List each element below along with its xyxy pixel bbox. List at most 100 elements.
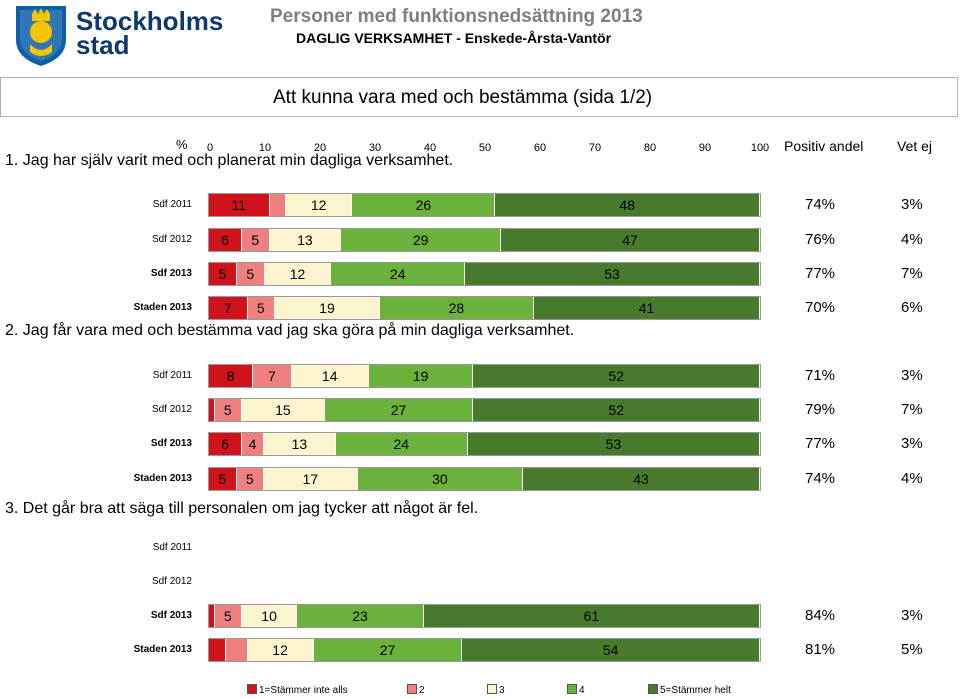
segment-value-label: 19 (319, 300, 335, 316)
stacked-bar: 6 5 13 29 47 (208, 228, 761, 252)
bar-segment-4: 30 (357, 468, 524, 490)
segment-value-label: 53 (605, 436, 622, 452)
dont-know-value: 7% (901, 401, 923, 418)
row-label: Sdf 2011 (152, 542, 192, 553)
page-title: Att kunna vara med och bestämma (sida 1/… (273, 87, 653, 108)
page-title-box: Att kunna vara med och bestämma (sida 1/… (0, 77, 958, 117)
segment-value-label: 52 (608, 368, 624, 384)
legend-label: 2 (419, 685, 425, 696)
axis-tick-label: 70 (588, 142, 602, 154)
bar-segment-3: 14 (291, 365, 369, 387)
legend-item: 2 (407, 684, 425, 696)
axis-tick-label: 100 (750, 142, 770, 154)
positive-share-value: 81% (805, 641, 836, 658)
segment-value-label: 6 (221, 436, 229, 452)
bar-segment-5: 43 (523, 468, 760, 490)
segment-value-label: 5 (218, 266, 227, 282)
segment-value-label: 6 (221, 232, 229, 248)
bar-segment-3: 19 (275, 297, 380, 319)
logo-text-line1: Stockholms (76, 6, 224, 36)
positive-share-value: 76% (805, 231, 836, 248)
bar-segment-3: 10 (242, 605, 298, 627)
bar-segment-4: 24 (335, 433, 468, 455)
question-text: 3. Det går bra att säga till personalen … (5, 500, 479, 517)
stockholm-logo: Stockholms stad (14, 2, 223, 68)
segment-value-label: 12 (272, 642, 288, 658)
row-label: Staden 2013 (133, 302, 192, 313)
stockholm-crest-icon (16, 6, 66, 66)
bar-segment-3: 12 (264, 263, 332, 285)
bar-segment-2: 5 (214, 605, 243, 627)
bar-segment-2: 7 (253, 365, 292, 387)
bar-segment-3: 17 (264, 468, 358, 490)
positive-share-value: 74% (805, 196, 836, 213)
segment-value-label: 43 (633, 471, 649, 487)
segment-value-label: 5 (223, 402, 232, 418)
bar-segment-2: 5 (236, 468, 265, 490)
segment-value-label: 27 (379, 642, 396, 658)
legend-swatch (247, 684, 257, 694)
legend-item: 5=Stämmer helt (648, 684, 731, 696)
segment-value-label: 24 (389, 266, 406, 282)
segment-value-label: 29 (412, 232, 429, 248)
bar-segment-5: 47 (501, 229, 760, 251)
axis-tick-label: 10 (258, 142, 272, 154)
bar-segment-1: 5 (209, 468, 237, 490)
bar-segment-4: 29 (341, 229, 501, 251)
bar-segment-2: 4 (242, 433, 265, 455)
positive-share-value: 70% (805, 299, 836, 316)
legend-item: 1=Stämmer inte alls (247, 684, 348, 696)
segment-value-label: 52 (608, 402, 624, 418)
bar-segment-1: 6 (209, 433, 243, 455)
dont-know-value: 3% (901, 196, 923, 213)
legend-item: 3 (487, 684, 505, 696)
bar-segment-5: 52 (473, 365, 760, 387)
bar-segment-5: 53 (467, 433, 760, 455)
legend: 1=Stämmer inte alls 2 3 4 5=Stämmer helt (0, 684, 960, 698)
row-label: Sdf 2011 (152, 370, 192, 381)
row-label: Sdf 2013 (150, 438, 192, 449)
bar-segment-4: 23 (297, 605, 424, 627)
bar-segment-3: 12 (286, 194, 353, 216)
dont-know-value: 3% (901, 435, 923, 452)
bar-segment-3: 15 (242, 399, 325, 421)
segment-value-label: 14 (321, 368, 338, 384)
bar-segment-4: 27 (313, 639, 463, 661)
legend-label: 4 (579, 685, 585, 696)
bar-segment-2: 5 (242, 229, 270, 251)
axis-tick-label: 20 (313, 142, 327, 154)
stacked-bar: 6 4 13 24 53 (208, 432, 761, 456)
dont-know-value: 6% (901, 299, 923, 316)
segment-value-label: 30 (432, 471, 448, 487)
row-label: Sdf 2012 (151, 234, 192, 245)
legend-swatch (407, 684, 417, 694)
positive-share-value: 84% (805, 607, 836, 624)
bar-segment-3: 13 (269, 229, 342, 251)
row-label: Sdf 2012 (151, 404, 192, 415)
segment-value-label: 4 (248, 436, 257, 452)
segment-value-label: 5 (256, 300, 265, 316)
bar-segment-5: 54 (462, 639, 760, 661)
bar-segment-2: 5 (236, 263, 265, 285)
segment-value-label: 19 (412, 368, 429, 384)
bar-segment-1 (209, 605, 215, 627)
segment-value-label: 17 (302, 471, 319, 487)
bar-segment-1 (209, 639, 226, 661)
segment-value-label: 27 (390, 402, 407, 418)
legend-label: 1=Stämmer inte alls (259, 685, 348, 696)
logo-text-line2: stad (76, 30, 130, 60)
stacked-bar: 5 5 12 24 53 (208, 262, 761, 286)
segment-value-label: 13 (297, 232, 313, 248)
bar-segment-1: 8 (209, 365, 254, 387)
stacked-bar: 11 12 26 48 (208, 193, 761, 217)
segment-value-label: 12 (289, 266, 306, 282)
segment-value-label: 24 (393, 436, 410, 452)
segment-value-label: 12 (310, 197, 327, 213)
positive-share-value: 77% (805, 435, 836, 452)
axis-tick-label: 80 (643, 142, 657, 154)
segment-value-label: 48 (619, 197, 636, 213)
question-text: 1. Jag har själv varit med och planerat … (5, 152, 454, 169)
axis-tick-label: 30 (368, 142, 382, 154)
legend-swatch (487, 684, 497, 694)
row-label: Staden 2013 (133, 473, 192, 484)
